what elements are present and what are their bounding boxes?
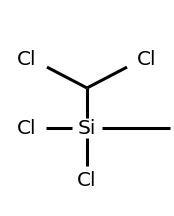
Text: Cl: Cl [17, 119, 37, 138]
Text: Si: Si [78, 119, 96, 138]
Text: Cl: Cl [77, 171, 97, 190]
Text: Cl: Cl [17, 50, 37, 69]
Text: Cl: Cl [137, 50, 157, 69]
